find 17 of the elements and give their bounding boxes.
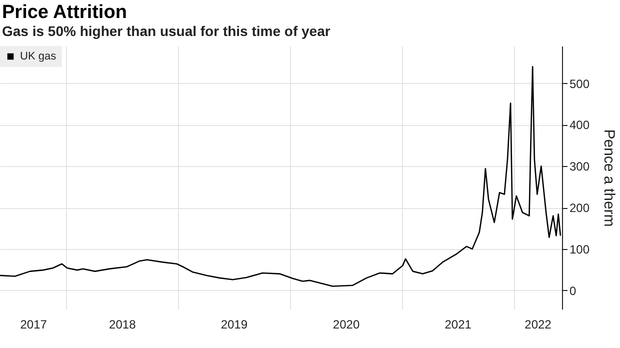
y2-tick-label: 100 (570, 242, 590, 256)
legend-label: UK gas (20, 50, 57, 62)
y2-tick-label: 0 (570, 284, 576, 298)
chart-title: Price Attrition (2, 2, 128, 23)
y2-tick-label: 400 (570, 118, 590, 132)
y2-tick-label: 200 (570, 201, 590, 216)
x-tick-label: 2021 (444, 318, 472, 332)
x-tick-label: 2020 (332, 318, 360, 332)
x-tick-label: 2019 (220, 318, 248, 332)
y2-tick-label: 500 (570, 76, 590, 91)
chart-subtitle: Gas is 50% higher than usual for this time of year (2, 23, 332, 40)
y2-tick-label: 300 (570, 160, 590, 174)
x-tick-label: 2022 (524, 318, 552, 332)
line-series (0, 66, 562, 287)
x-tick-label: 2018 (109, 318, 136, 332)
y2-axis-title: Pence a therm (600, 129, 618, 227)
x-tick-label: 2017 (20, 318, 48, 332)
